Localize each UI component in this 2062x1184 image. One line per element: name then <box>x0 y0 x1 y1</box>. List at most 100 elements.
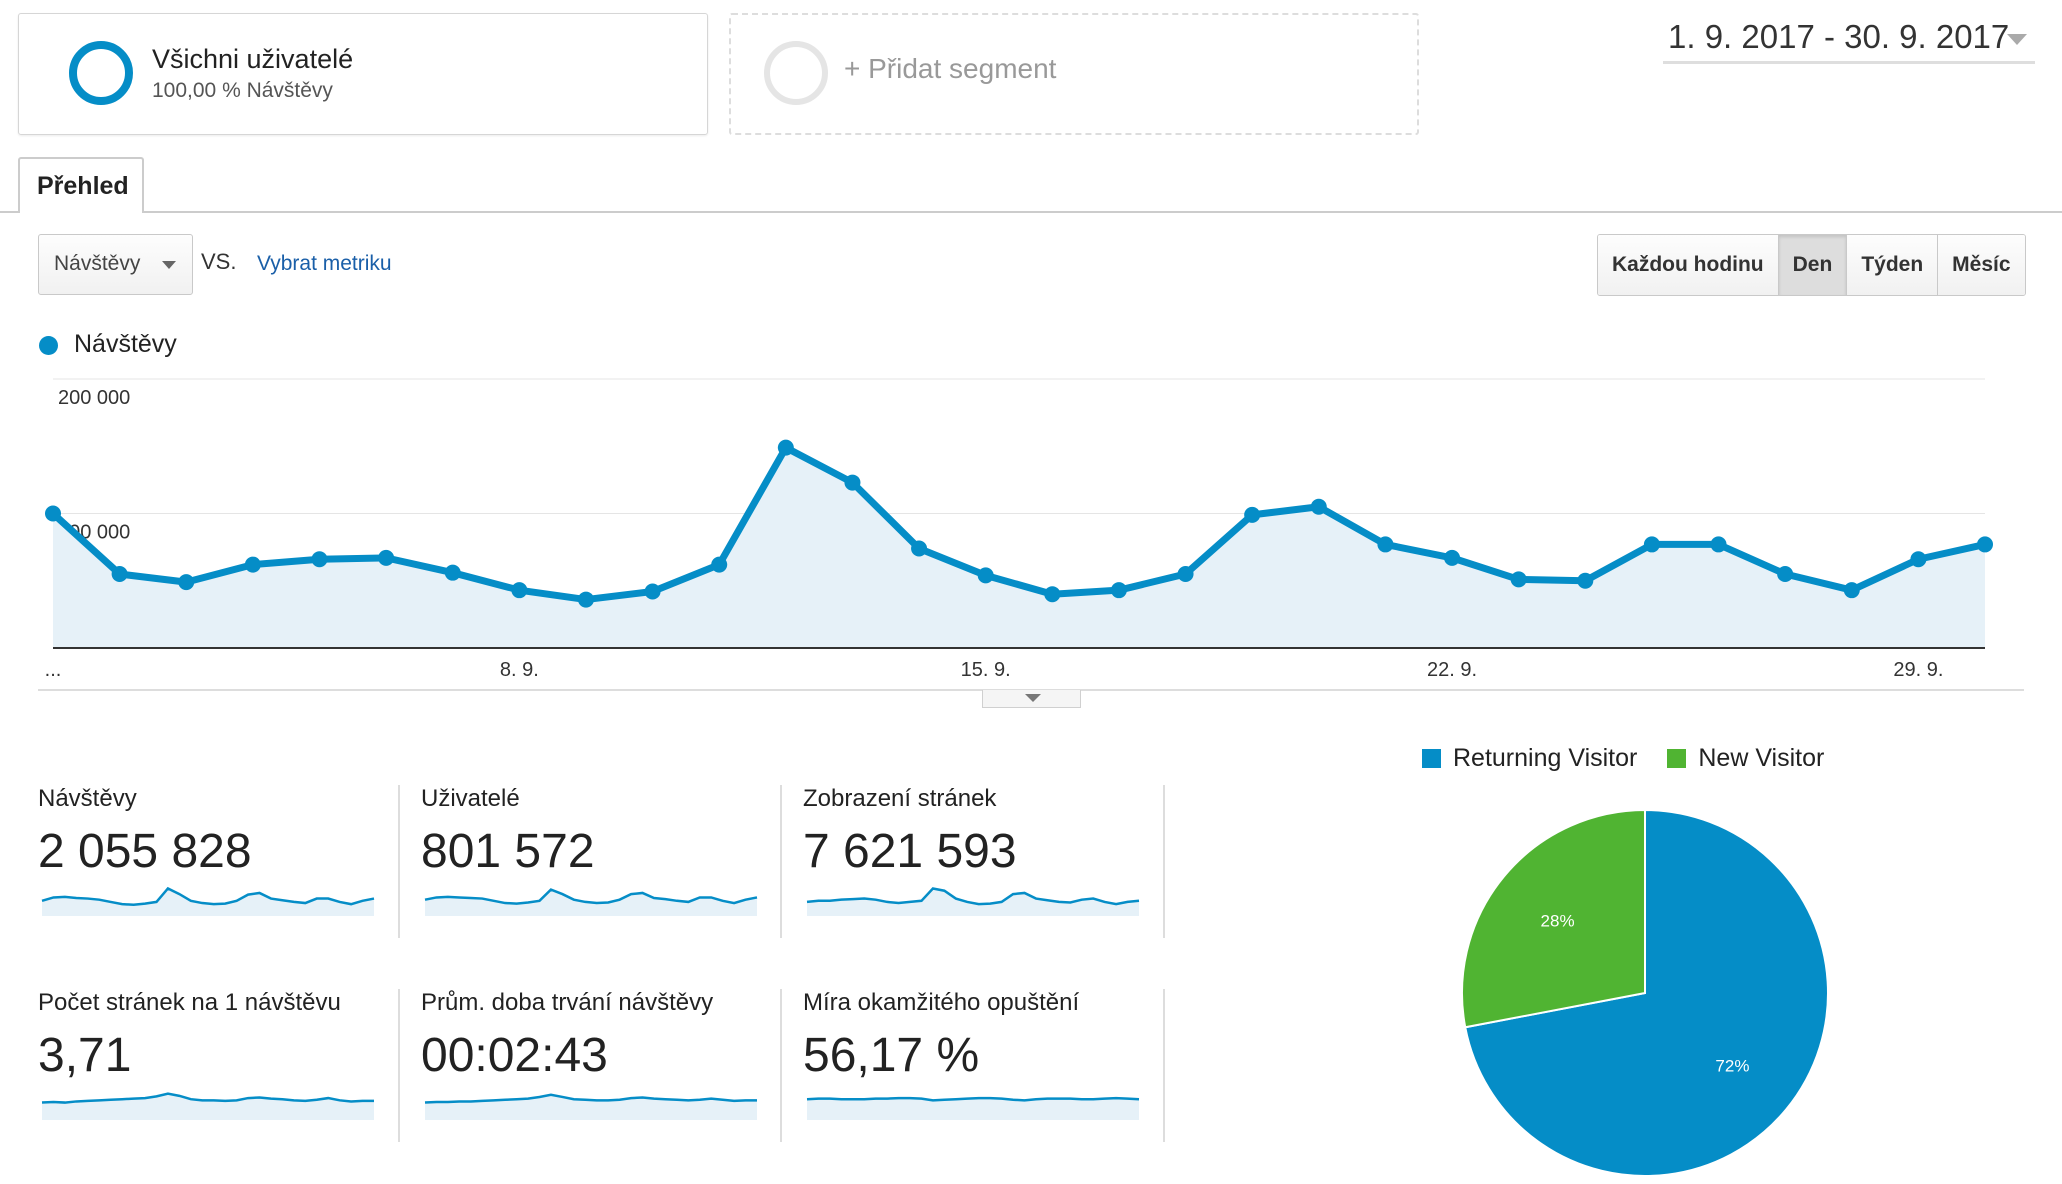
scorecard-value: 2 055 828 <box>38 825 252 878</box>
data-point[interactable] <box>1643 536 1660 553</box>
data-point[interactable] <box>1710 536 1727 553</box>
tab-overview[interactable]: Přehled <box>18 157 144 213</box>
scorecard-sparkline <box>41 1092 374 1120</box>
data-point[interactable] <box>911 540 928 557</box>
add-segment-button[interactable]: + Přidat segment <box>729 13 1419 135</box>
data-point[interactable] <box>844 474 861 491</box>
scorecard-value: 56,17 % <box>803 1029 980 1082</box>
metric-dropdown[interactable]: Návštěvy <box>38 234 193 295</box>
date-range-text: 1. 9. 2017 - 30. 9. 2017 <box>1668 18 2010 55</box>
scorecard[interactable]: Míra okamžitého opuštění 56,17 % <box>803 989 1143 1149</box>
data-point[interactable] <box>1244 506 1261 523</box>
granularity-day-button[interactable]: Den <box>1778 235 1848 295</box>
pie-legend-label: Returning Visitor <box>1453 744 1638 772</box>
data-point[interactable] <box>1310 498 1327 515</box>
data-point[interactable] <box>1577 572 1594 589</box>
data-point[interactable] <box>111 566 128 583</box>
data-point[interactable] <box>1910 551 1927 568</box>
vs-label: VS. <box>201 249 237 274</box>
x-tick-label: 22. 9. <box>1427 659 1477 681</box>
granularity-hourly-button[interactable]: Každou hodinu <box>1598 235 1779 295</box>
tab-bar-line <box>0 211 2062 213</box>
data-point[interactable] <box>711 556 728 573</box>
scorecard-label: Uživatelé <box>421 785 520 812</box>
x-tick-label: 29. 9. <box>1893 659 1943 681</box>
sparkline-area <box>807 1098 1139 1120</box>
data-point[interactable] <box>244 556 261 573</box>
scorecard-label: Návštěvy <box>38 785 137 812</box>
chevron-down-icon <box>2007 34 2027 45</box>
data-point[interactable] <box>311 551 328 568</box>
sparkline-line <box>806 887 1140 906</box>
scorecard-sparkline <box>424 1093 757 1120</box>
scorecard[interactable]: Návštěvy 2 055 828 <box>38 785 378 945</box>
data-point[interactable] <box>1843 582 1860 599</box>
data-point[interactable] <box>644 583 661 600</box>
pie-slice-label: 28% <box>1541 912 1575 931</box>
data-point[interactable] <box>378 549 395 566</box>
pie-slice[interactable] <box>1461 808 1646 1029</box>
data-point[interactable] <box>45 505 61 522</box>
sparkline-line <box>806 1096 1140 1102</box>
scorecard-label: Míra okamžitého opuštění <box>803 989 1080 1016</box>
data-point[interactable] <box>1510 571 1527 588</box>
granularity-toggle: Každou hodinu Den Týden Měsíc <box>1597 234 2026 296</box>
data-point[interactable] <box>444 564 461 581</box>
x-tick-label: 8. 9. <box>500 659 539 681</box>
legend-marker <box>39 336 58 355</box>
segment-ring-icon <box>69 41 133 105</box>
sparkline-line <box>41 1092 374 1104</box>
y-tick-label: 200 000 <box>58 387 130 409</box>
chart-collapse-handle[interactable] <box>982 690 1081 708</box>
scorecard-value: 00:02:43 <box>421 1029 608 1082</box>
legend-swatch <box>1422 749 1441 768</box>
segment-title: Všichni uživatelé <box>152 44 354 74</box>
x-tick-label: 15. 9. <box>961 659 1011 681</box>
granularity-week-button[interactable]: Týden <box>1847 235 1939 295</box>
scorecard[interactable]: Počet stránek na 1 návštěvu 3,71 <box>38 989 378 1149</box>
data-point[interactable] <box>178 574 195 591</box>
legend-swatch <box>1667 749 1687 768</box>
scorecard[interactable]: Zobrazení stránek 7 621 593 <box>803 785 1143 945</box>
chevron-down-icon <box>162 261 176 269</box>
sparkline-line <box>41 886 375 906</box>
series-line <box>50 444 1986 604</box>
data-point[interactable] <box>1377 536 1394 553</box>
scorecard[interactable]: Uživatelé 801 572 <box>421 785 761 945</box>
data-point[interactable] <box>1977 536 1993 553</box>
data-point[interactable] <box>1777 566 1794 583</box>
add-segment-label: + Přidat segment <box>844 53 1057 84</box>
tab-label: Přehled <box>37 172 129 200</box>
pie-legend-new[interactable]: New Visitor <box>1667 744 1824 773</box>
data-point[interactable] <box>777 439 794 456</box>
scorecard-divider <box>398 785 400 938</box>
segment-subtitle: 100,00 % Návštěvy <box>152 79 333 102</box>
scorecard[interactable]: Prům. doba trvání návštěvy 00:02:43 <box>421 989 761 1149</box>
granularity-month-button[interactable]: Měsíc <box>1938 235 2025 295</box>
choose-metric-link[interactable]: Vybrat metriku <box>257 252 392 275</box>
data-point[interactable] <box>1110 582 1127 599</box>
x-tick-label: ... <box>45 659 62 681</box>
chart-legend-label: Návštěvy <box>74 330 177 358</box>
data-point[interactable] <box>1444 549 1461 566</box>
pie-legend-label: New Visitor <box>1698 744 1825 772</box>
segment-placeholder-ring-icon <box>764 41 828 105</box>
segment-all-users[interactable]: Všichni uživatelé 100,00 % Návštěvy <box>18 13 708 135</box>
scorecard-value: 3,71 <box>38 1029 132 1082</box>
sparkline-area <box>425 1094 757 1120</box>
scorecard-divider <box>780 989 782 1142</box>
series-area <box>53 447 1985 648</box>
data-point[interactable] <box>1044 586 1061 603</box>
scorecard-value: 7 621 593 <box>803 825 1017 878</box>
data-point[interactable] <box>1177 566 1194 583</box>
pie-slice[interactable] <box>1464 808 1829 1177</box>
sparkline-line <box>424 1093 757 1104</box>
data-point[interactable] <box>511 582 528 599</box>
scorecard-divider <box>1163 785 1165 938</box>
data-point[interactable] <box>977 567 994 584</box>
date-range-picker[interactable]: 1. 9. 2017 - 30. 9. 2017 <box>1663 16 2035 64</box>
scorecard-sparkline <box>424 888 758 916</box>
data-point[interactable] <box>577 591 594 608</box>
pie-legend-returning[interactable]: Returning Visitor <box>1422 744 1637 773</box>
